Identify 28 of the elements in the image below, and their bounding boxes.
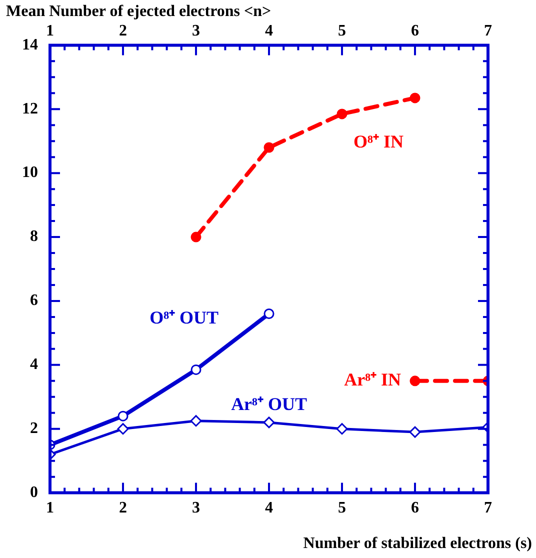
y-tick-label: 14 [22, 36, 38, 54]
x-tick-label: 2 [119, 22, 127, 40]
x2-tick-label: 1 [46, 500, 54, 517]
x-tick-label: 1 [46, 22, 54, 40]
y-tick-label: 2 [30, 420, 38, 437]
x-axis-title: Number of stabilized electrons (s) [303, 535, 532, 552]
series-label: Ar⁸⁺ IN [344, 370, 401, 390]
y-tick-label: 4 [30, 356, 38, 374]
series-label: Ar⁸⁺ OUT [231, 394, 307, 414]
x-tick-label: 6 [411, 22, 419, 40]
x2-tick-label: 4 [265, 500, 273, 517]
x-tick-label: 7 [484, 22, 492, 40]
x2-tick-label: 2 [119, 500, 127, 517]
series-label: O⁸⁺ IN [354, 132, 404, 152]
x2-tick-label: 3 [192, 500, 200, 517]
y-tick-label: 6 [30, 292, 38, 310]
y-tick-label: 10 [22, 164, 38, 182]
x-tick-label: 3 [192, 22, 200, 40]
y-tick-label: 8 [30, 228, 38, 246]
y-tick-label: 12 [22, 100, 38, 118]
x2-tick-label: 7 [484, 500, 492, 517]
y-axis-title: Mean Number of ejected electrons <n> [6, 3, 272, 20]
series-label: O⁸⁺ OUT [150, 307, 218, 328]
y-tick-label: 0 [30, 484, 38, 501]
x-tick-label: 5 [338, 22, 346, 40]
x-tick-label: 4 [265, 22, 273, 40]
x2-tick-label: 5 [338, 500, 346, 517]
x2-tick-label: 6 [411, 500, 419, 517]
